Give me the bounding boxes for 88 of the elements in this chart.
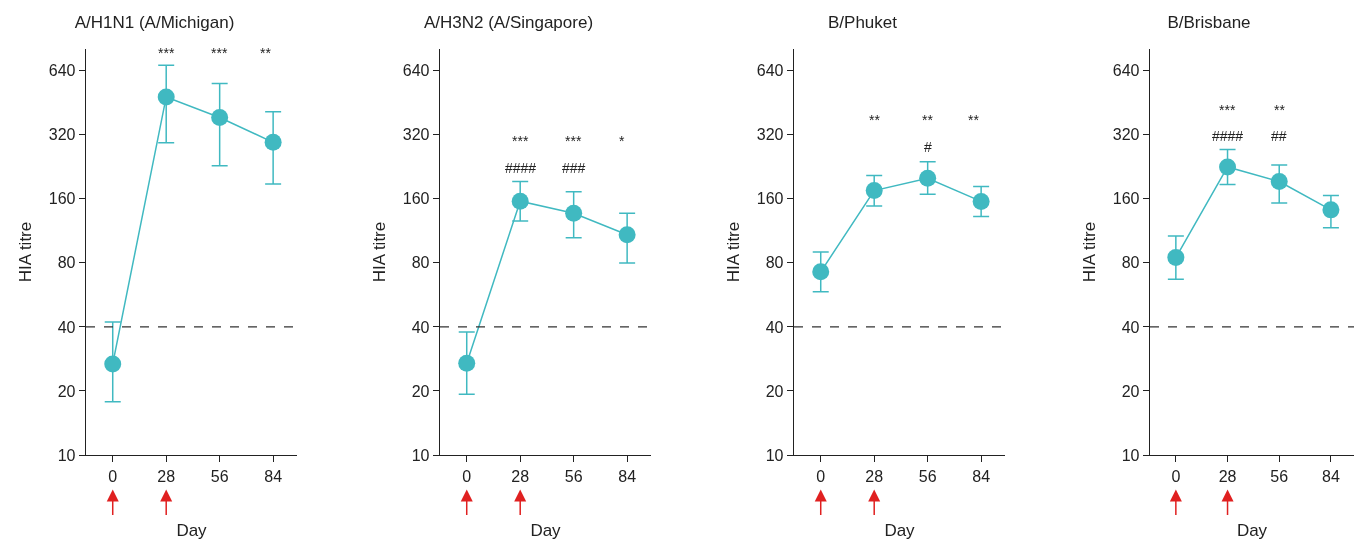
y-tick-label: 160 [1112,190,1140,208]
point [919,169,937,187]
y-tick-label: 20 [57,382,76,400]
annotation: ** [1274,102,1286,118]
annotation: *** [1219,102,1236,118]
x-tick-label: 28 [1218,467,1237,485]
annotation: *** [158,45,175,61]
x-tick-label: 0 [816,467,826,485]
point [157,88,175,106]
y-tick-label: 40 [411,318,430,336]
y-tick-label: 320 [48,126,76,144]
annotation: ## [1271,128,1287,144]
annotation: *** [565,133,582,149]
chart-title: A/H1N1 (A/Michigan) [74,12,235,32]
y-tick-label: 20 [765,382,784,400]
point [211,108,229,126]
y-tick-label: 80 [57,254,76,272]
annotation: # [924,139,932,155]
x-tick-label: 28 [865,467,884,485]
point [1270,173,1288,191]
point [104,355,122,373]
y-tick-label: 160 [402,190,430,208]
x-tick-label: 84 [618,467,637,485]
y-tick-label: 320 [402,126,430,144]
y-tick-label: 80 [411,254,430,272]
y-tick-label: 10 [57,446,76,464]
annotation: * [619,133,625,149]
annotation: ** [869,112,881,128]
annotation: *** [211,45,228,61]
y-tick-label: 160 [48,190,76,208]
x-axis-title: Day [530,520,562,540]
y-tick-label: 40 [57,318,76,336]
y-tick-label: 640 [402,62,430,80]
annotation: #### [1212,128,1244,144]
y-tick-label: 80 [765,254,784,272]
annotation: #### [505,160,537,176]
x-axis-title: Day [1236,520,1268,540]
x-tick-label: 84 [264,467,283,485]
y-axis-title: HIA titre [370,221,390,283]
y-tick-label: 20 [1121,382,1140,400]
chart-title: A/H3N2 (A/Singapore) [423,12,594,32]
x-tick-label: 28 [511,467,530,485]
chart-title: B/Phuket [828,12,898,32]
y-tick-label: 10 [1121,446,1140,464]
annotation: ### [562,160,586,176]
x-tick-label: 56 [564,467,583,485]
point [565,204,583,222]
y-axis-title: HIA titre [724,221,744,283]
y-tick-label: 10 [411,446,430,464]
annotation: ** [260,45,272,61]
x-tick-label: 56 [918,467,937,485]
annotation: *** [512,133,529,149]
point [511,192,529,210]
x-tick-label: 0 [108,467,118,485]
chart-title: B/Brisbane [1167,12,1251,32]
point [812,263,830,281]
x-axis-title: Day [176,520,208,540]
x-tick-label: 84 [972,467,991,485]
x-tick-label: 56 [210,467,229,485]
y-tick-label: 80 [1121,254,1140,272]
y-tick-label: 10 [765,446,784,464]
point [264,133,282,151]
y-tick-label: 40 [1121,318,1140,336]
y-tick-label: 640 [756,62,784,80]
y-tick-label: 40 [765,318,784,336]
point [458,354,476,372]
annotation: ** [968,112,980,128]
point [618,226,636,244]
y-axis-title: HIA titre [16,221,36,283]
x-tick-label: 84 [1322,467,1340,485]
x-tick-label: 28 [157,467,176,485]
y-axis-title: HIA titre [1080,221,1100,283]
y-tick-label: 20 [411,382,430,400]
point [1322,201,1340,219]
point [865,182,883,200]
y-tick-label: 160 [756,190,784,208]
y-tick-label: 640 [1112,62,1140,80]
y-tick-label: 640 [48,62,76,80]
x-tick-label: 56 [1270,467,1289,485]
annotation: ** [922,112,934,128]
y-tick-label: 320 [756,126,784,144]
x-axis-title: Day [884,520,916,540]
y-tick-label: 320 [1112,126,1140,144]
x-tick-label: 0 [462,467,472,485]
point [1167,249,1185,267]
point [972,192,990,210]
x-tick-label: 0 [1171,467,1181,485]
point [1219,158,1237,176]
